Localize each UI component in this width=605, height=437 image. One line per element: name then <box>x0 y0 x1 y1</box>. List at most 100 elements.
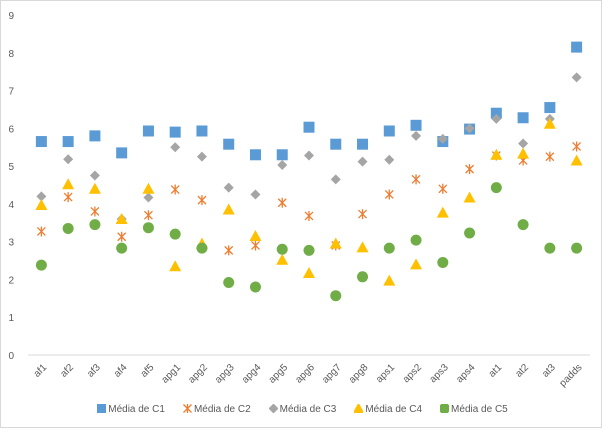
data-point-c4 <box>410 258 423 270</box>
data-point-c1 <box>142 125 154 137</box>
data-point-c1 <box>196 125 208 137</box>
data-point-c4 <box>222 203 235 215</box>
legend-label: Média de C5 <box>451 404 508 415</box>
legend-marker <box>96 403 108 414</box>
data-point-c2 <box>304 210 314 221</box>
data-point-c4 <box>303 267 315 279</box>
data-point-c5 <box>410 234 422 246</box>
x-tick-label: af4 <box>112 362 130 380</box>
data-point-c4 <box>115 213 128 224</box>
legend-marker <box>439 403 451 414</box>
data-point-c2 <box>358 209 367 220</box>
data-point-c3 <box>89 170 100 181</box>
data-point-c5 <box>35 259 47 271</box>
y-tick-label: 0 <box>8 351 14 362</box>
data-point-c2 <box>90 206 100 217</box>
data-point-c4 <box>35 199 48 211</box>
x-tick-label: apg3 <box>213 362 237 386</box>
data-point-c1 <box>410 119 422 131</box>
x-tick-label: apg7 <box>320 362 344 386</box>
data-point-c3 <box>170 142 181 153</box>
data-point-c4 <box>88 182 101 194</box>
legend-item-c1: Média de C1 <box>96 403 165 415</box>
data-point-c5 <box>383 242 395 254</box>
x-tick-label: aps2 <box>401 362 424 385</box>
y-tick-label: 6 <box>8 124 14 135</box>
circle-marker-icon <box>439 403 451 414</box>
legend-label: Média de C1 <box>108 404 165 415</box>
data-point-c4 <box>490 148 503 160</box>
data-point-c5 <box>357 271 369 283</box>
data-point-c2 <box>117 231 127 242</box>
legend-label: Média de C3 <box>279 404 337 415</box>
legend-item-c4: Média de C4 <box>352 402 423 415</box>
data-point-c2 <box>411 174 421 185</box>
data-point-c1 <box>490 107 502 119</box>
x-tick-label: apg2 <box>186 362 210 386</box>
x-tick-label: at3 <box>540 362 558 380</box>
data-point-c3 <box>518 138 529 149</box>
data-point-c1 <box>357 138 369 150</box>
star-marker-icon <box>182 403 192 414</box>
x-tick-label: apg4 <box>240 362 264 386</box>
data-point-c1 <box>116 147 128 159</box>
x-tick-label: at2 <box>513 362 531 380</box>
data-point-c3 <box>491 113 502 124</box>
data-point-c1 <box>330 138 342 150</box>
data-point-c5 <box>196 242 208 254</box>
data-point-c4 <box>383 274 396 286</box>
data-point-c1 <box>544 102 556 114</box>
data-point-c3 <box>143 192 154 203</box>
square-marker-icon <box>96 403 108 414</box>
y-tick-label: 5 <box>8 162 14 173</box>
chart-frame <box>0 0 602 428</box>
data-point-c3 <box>223 182 234 193</box>
data-point-c4 <box>249 230 262 241</box>
data-point-c5 <box>303 244 315 256</box>
legend-item-c3: Média de C3 <box>268 403 337 415</box>
data-point-c2 <box>36 226 46 237</box>
data-point-c2 <box>63 192 73 203</box>
data-point-c1 <box>276 149 288 161</box>
data-point-c3 <box>411 130 422 141</box>
legend-item-c2: Média de C2 <box>182 403 251 415</box>
triangle-marker-icon <box>352 402 365 414</box>
data-point-c4 <box>543 117 556 129</box>
data-point-c2 <box>438 183 448 194</box>
data-point-c5 <box>330 290 342 302</box>
data-point-c1 <box>169 126 181 138</box>
data-point-c2 <box>465 164 475 175</box>
data-point-c5 <box>544 242 556 254</box>
x-tick-label: apg8 <box>347 362 371 386</box>
data-point-c1 <box>303 121 315 133</box>
data-point-c3 <box>330 174 341 185</box>
data-point-c5 <box>62 222 74 234</box>
legend: Média de C1 Média de C2 Média de C3 Média d… <box>0 402 605 415</box>
data-point-c2 <box>545 151 555 162</box>
legend-marker <box>268 403 279 414</box>
data-point-c4 <box>436 206 449 218</box>
data-point-c3 <box>437 133 448 144</box>
data-point-c4 <box>276 253 289 265</box>
data-point-c4 <box>329 237 342 249</box>
x-tick-label: apg5 <box>267 362 291 386</box>
data-point-c5 <box>249 281 261 293</box>
data-point-c1 <box>249 149 261 161</box>
data-point-c3 <box>63 154 74 165</box>
x-tick-label: af5 <box>139 362 157 380</box>
y-tick-label: 1 <box>8 313 14 324</box>
y-tick-label: 8 <box>8 49 14 60</box>
data-point-c5 <box>517 219 529 231</box>
data-point-c1 <box>517 112 529 124</box>
data-point-c2 <box>197 195 207 206</box>
x-tick-label: apg1 <box>160 362 184 386</box>
y-tick-label: 4 <box>8 200 14 211</box>
x-tick-label: aps4 <box>454 362 477 385</box>
data-point-c4 <box>463 191 476 203</box>
data-point-c4 <box>356 241 369 253</box>
legend-label: Média de C4 <box>365 404 423 415</box>
data-point-c5 <box>223 276 235 288</box>
x-tick-label: aps1 <box>374 362 397 385</box>
y-tick-label: 9 <box>8 11 14 22</box>
x-tick-label: apg6 <box>293 362 317 386</box>
